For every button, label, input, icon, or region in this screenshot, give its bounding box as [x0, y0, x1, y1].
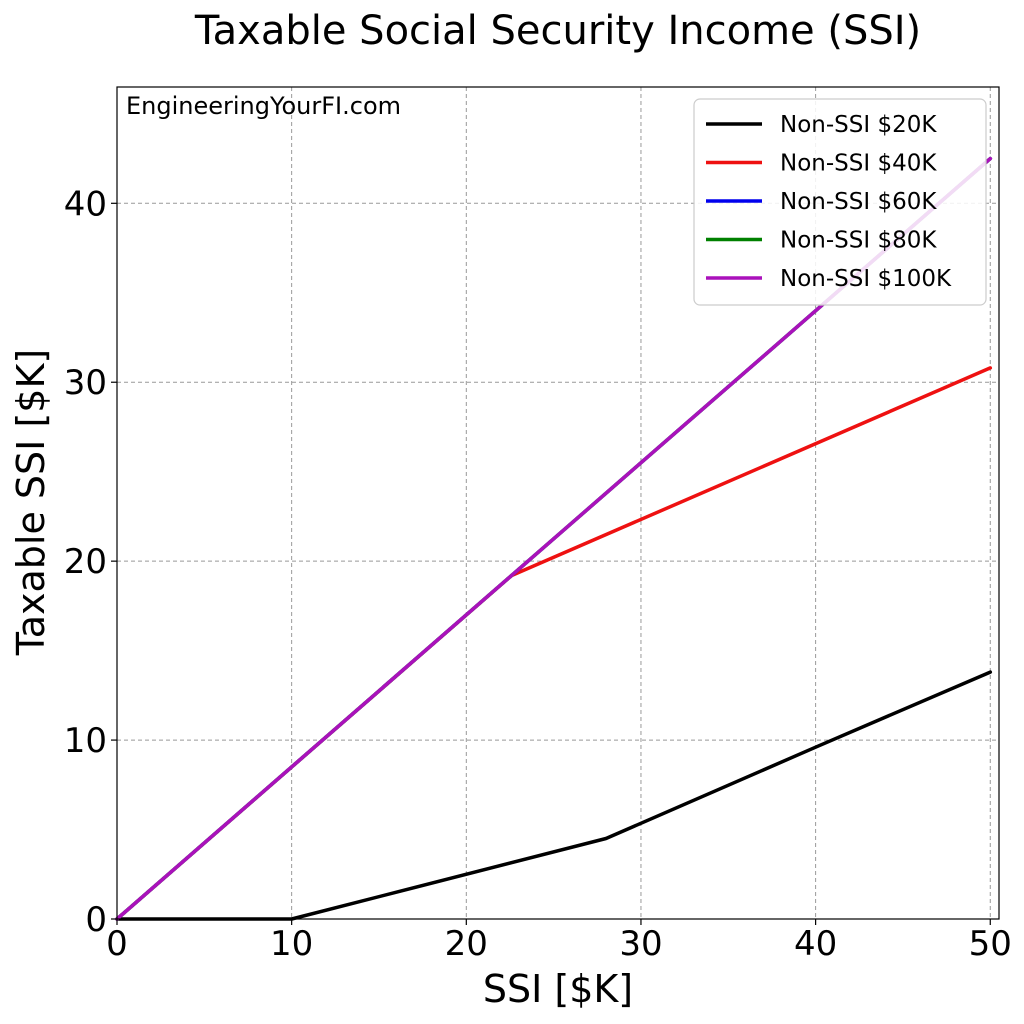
legend-label: Non-SSI $80K	[780, 228, 937, 254]
y-tick-label: 10	[64, 721, 107, 761]
watermark-text: EngineeringYourFI.com	[126, 92, 401, 120]
legend-label: Non-SSI $100K	[780, 266, 952, 292]
legend-item: Non-SSI $20K	[706, 112, 937, 138]
plot-frame	[116, 86, 1000, 920]
x-tick-label: 30	[619, 924, 662, 964]
x-axis-ticks: 0 10 20 30 40 50	[106, 919, 1012, 964]
legend-item: Non-SSI $80K	[706, 228, 937, 254]
x-tick-label: 40	[794, 924, 837, 964]
legend-item: Non-SSI $60K	[706, 189, 937, 215]
legend-label: Non-SSI $40K	[780, 151, 937, 177]
x-axis-label: SSI [$K]	[483, 967, 633, 1011]
legend: Non-SSI $20K Non-SSI $40K Non-SSI $60K Non-…	[693, 98, 987, 306]
x-tick-label: 10	[270, 924, 313, 964]
legend-box	[693, 98, 987, 306]
y-axis-ticks: 0 10 20 30 40	[64, 184, 117, 940]
chart-title: Taxable Social Security Income (SSI)	[194, 8, 921, 54]
legend-label: Non-SSI $20K	[780, 112, 937, 138]
y-tick-label: 40	[64, 184, 107, 224]
x-tick-label: 50	[969, 924, 1012, 964]
y-tick-label: 20	[64, 542, 107, 582]
legend-item: Non-SSI $40K	[706, 151, 937, 177]
y-axis-label: Taxable SSI [$K]	[9, 349, 53, 656]
x-tick-label: 20	[445, 924, 488, 964]
x-tick-label: 0	[106, 924, 128, 964]
legend-item: Non-SSI $100K	[706, 266, 952, 292]
legend-label: Non-SSI $60K	[780, 189, 937, 215]
y-tick-label: 30	[64, 363, 107, 403]
y-tick-label: 0	[85, 900, 107, 940]
